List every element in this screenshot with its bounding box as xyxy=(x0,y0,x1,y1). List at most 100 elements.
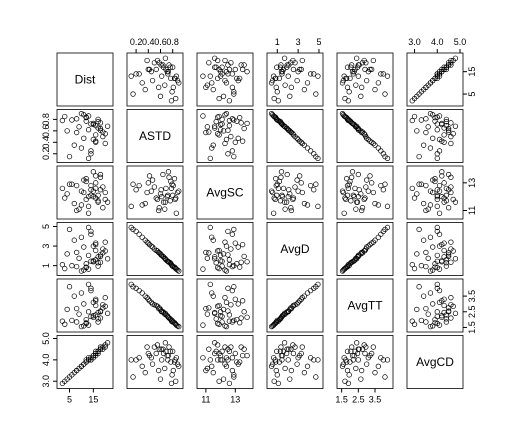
point xyxy=(294,135,300,141)
point xyxy=(90,120,96,127)
point xyxy=(173,73,179,79)
point xyxy=(228,246,234,252)
point xyxy=(301,370,308,376)
point xyxy=(158,187,164,193)
point xyxy=(64,191,70,197)
point xyxy=(144,189,150,196)
point xyxy=(88,148,94,154)
point xyxy=(364,135,370,141)
point xyxy=(214,75,221,82)
point xyxy=(219,348,225,354)
point xyxy=(347,359,353,365)
point xyxy=(95,263,101,269)
point xyxy=(158,346,164,352)
point xyxy=(359,205,366,211)
point xyxy=(275,117,281,124)
point xyxy=(146,298,153,304)
point xyxy=(307,355,314,361)
point xyxy=(353,206,359,212)
point xyxy=(436,210,443,216)
point xyxy=(443,319,450,325)
point xyxy=(244,120,250,127)
point xyxy=(432,316,438,323)
point xyxy=(204,255,211,261)
point xyxy=(418,262,425,269)
y-tick-label: 1 xyxy=(41,263,51,268)
point xyxy=(445,187,452,193)
point xyxy=(62,265,68,272)
point xyxy=(95,199,101,205)
point xyxy=(423,116,429,122)
point xyxy=(223,110,230,117)
point xyxy=(363,184,369,190)
point xyxy=(244,352,250,359)
point xyxy=(170,348,176,354)
point xyxy=(66,374,73,380)
point xyxy=(448,120,454,126)
point xyxy=(370,189,376,196)
point xyxy=(364,244,370,250)
point xyxy=(281,199,288,205)
point xyxy=(71,237,77,243)
point xyxy=(97,127,104,133)
point xyxy=(307,182,314,189)
point xyxy=(354,340,360,346)
point xyxy=(432,264,438,270)
point xyxy=(97,187,104,193)
point xyxy=(207,155,213,162)
point xyxy=(411,265,418,272)
panel xyxy=(266,165,324,220)
point xyxy=(301,86,308,93)
point xyxy=(225,62,231,68)
point xyxy=(285,193,291,200)
panel xyxy=(266,222,324,276)
point xyxy=(170,182,176,189)
point xyxy=(278,69,285,75)
point xyxy=(349,169,356,175)
point xyxy=(313,91,319,97)
point xyxy=(348,64,354,70)
point xyxy=(268,80,275,86)
point xyxy=(231,153,237,160)
point xyxy=(281,310,288,316)
point xyxy=(304,202,311,208)
variable-label: Dist xyxy=(75,73,96,87)
point xyxy=(149,361,156,367)
point xyxy=(436,73,443,79)
point xyxy=(297,352,303,359)
point xyxy=(102,344,108,350)
point xyxy=(434,309,440,315)
point xyxy=(349,174,355,180)
panel xyxy=(56,278,114,333)
point xyxy=(203,305,209,312)
point xyxy=(64,128,70,134)
point xyxy=(88,285,94,291)
point xyxy=(76,124,82,130)
panel xyxy=(336,165,394,220)
point xyxy=(382,181,388,187)
point xyxy=(380,187,386,193)
point xyxy=(206,305,212,311)
point xyxy=(223,268,230,274)
point xyxy=(445,62,452,68)
point xyxy=(219,64,225,70)
point xyxy=(159,193,165,200)
point xyxy=(66,181,73,187)
point xyxy=(414,251,420,257)
point xyxy=(139,363,145,369)
point xyxy=(66,284,73,290)
point xyxy=(78,268,85,274)
y-tick-label: 13 xyxy=(467,178,477,188)
point xyxy=(315,203,321,209)
point xyxy=(173,322,179,328)
point xyxy=(93,180,99,186)
point xyxy=(235,135,241,141)
point xyxy=(85,309,92,315)
point xyxy=(229,148,236,154)
point xyxy=(384,73,391,79)
point xyxy=(59,380,66,387)
point xyxy=(286,127,292,133)
point xyxy=(294,301,300,307)
point xyxy=(226,318,233,324)
panel xyxy=(126,335,184,389)
